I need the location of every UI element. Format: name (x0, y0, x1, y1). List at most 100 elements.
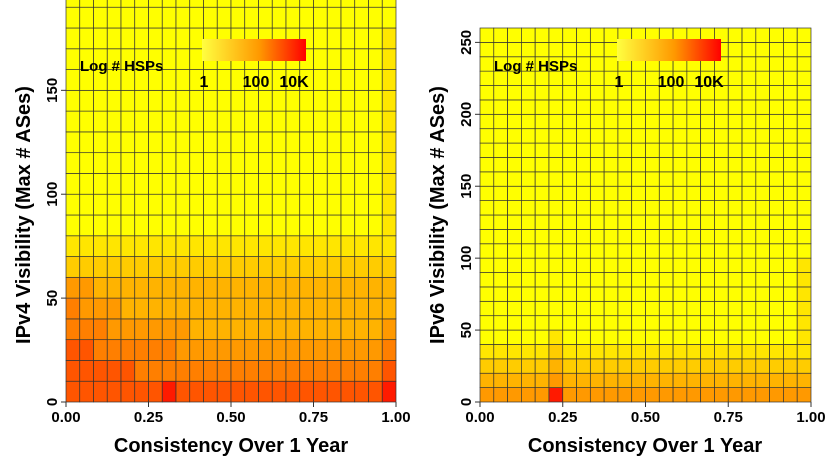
ipv6-heatmap-cell (755, 70, 770, 86)
ipv6-heatmap-cell (672, 200, 688, 216)
ipv6-heatmap-cell (672, 358, 688, 374)
ipv6-heatmap-cell (658, 229, 674, 245)
ipv4-heatmap-cell (230, 360, 246, 382)
ipv4-heatmap-cell (326, 110, 342, 133)
ipv6-heatmap-cell (727, 344, 743, 360)
ipv6-heatmap-cell (479, 185, 495, 201)
ipv6-heatmap-cell (562, 286, 577, 302)
ipv6-heatmap-cell (521, 229, 536, 245)
ipv4-heatmap-cell (285, 0, 301, 8)
ipv4-heatmap-cell (189, 48, 204, 70)
ipv6-heatmap-cell (534, 185, 550, 201)
ipv6-heatmap-cell (507, 157, 522, 173)
ipv6-heatmap-cell (548, 128, 564, 144)
ipv4-x-tick-label: 0.25 (134, 409, 163, 426)
ipv4-heatmap-cell (381, 173, 397, 195)
ipv4-heatmap-cell (93, 27, 108, 50)
ipv6-heatmap-cell (741, 315, 757, 331)
ipv6-y-tick-label: 250 (458, 30, 475, 55)
ipv4-heatmap-cell (285, 173, 301, 195)
ipv4-heatmap-cell (299, 152, 314, 174)
ipv6-heatmap-cell (741, 229, 757, 245)
ipv4-heatmap-cell (258, 276, 273, 299)
ipv6-y-tick-label: 150 (458, 174, 475, 199)
ipv6-heatmap-cell (672, 99, 688, 115)
ipv6-heatmap-cell (645, 315, 660, 331)
ipv4-heatmap-cell (93, 360, 108, 382)
ipv6-heatmap-cell (741, 128, 757, 144)
ipv4-heatmap-cell (65, 152, 81, 174)
ipv4-heatmap-cell (368, 380, 383, 403)
ipv4-heatmap-cell (381, 0, 397, 8)
ipv6-heatmap-cell (631, 243, 646, 259)
ipv6-heatmap-cell (741, 243, 757, 259)
ipv6-heatmap-cell (755, 387, 770, 403)
ipv4-heatmap-cell (106, 131, 122, 154)
ipv4-heatmap-cell (203, 131, 218, 154)
ipv6-heatmap-cell (700, 128, 715, 144)
ipv6-heatmap-cell (755, 214, 770, 230)
ipv4-heatmap-cell (65, 380, 81, 403)
ipv4-legend-title: Log # HSPs (80, 58, 163, 75)
ipv6-heatmap-cell (796, 372, 812, 388)
ipv6-legend-title: Log # HSPs (494, 58, 577, 75)
ipv6-heatmap-cell (769, 329, 784, 345)
ipv4-heatmap-cell (189, 27, 204, 50)
ipv4-axes: 0.00 0.25 0.50 0.75 1.00 0 50 100 150 (44, 78, 411, 426)
ipv6-heatmap-cell (769, 113, 784, 130)
ipv6-heatmap-cell (631, 372, 646, 388)
ipv4-heatmap-cell (65, 235, 81, 257)
ipv6-heatmap-cell (658, 257, 674, 273)
ipv6-heatmap-cell (727, 243, 743, 259)
ipv6-heatmap-cell (727, 200, 743, 216)
ipv4-heatmap-cell (134, 380, 149, 403)
ipv4-heatmap-cell (189, 110, 204, 133)
ipv4-heatmap-cell (175, 193, 191, 216)
ipv6-heatmap-cell (672, 257, 688, 273)
ipv6-legend-label-1: 1 (615, 74, 624, 91)
ipv6-heatmap-cell (617, 200, 633, 216)
ipv6-heatmap-cell (769, 214, 784, 230)
ipv6-heatmap-cell (783, 113, 798, 130)
ipv6-heatmap-cell (631, 387, 646, 403)
ipv4-heatmap-cell (216, 173, 232, 195)
ipv6-heatmap-cell (700, 272, 715, 288)
ipv6-heatmap-cell (631, 185, 646, 201)
ipv6-heatmap-cell (658, 372, 674, 388)
ipv4-heatmap-cell (381, 256, 397, 278)
ipv6-heatmap-cell (507, 372, 522, 388)
ipv6-heatmap-cell (769, 185, 784, 201)
ipv6-heatmap-cell (548, 113, 564, 130)
ipv6-heatmap-cell (534, 243, 550, 259)
ipv4-heatmap-cell (244, 110, 259, 133)
ipv6-heatmap-cell (686, 372, 702, 388)
ipv4-heatmap-cell (106, 339, 122, 361)
ipv4-heatmap-cell (134, 89, 149, 112)
ipv4-heatmap-cell (340, 256, 356, 278)
ipv6-heatmap-cell (714, 99, 729, 115)
ipv4-heatmap-cell (65, 173, 81, 195)
ipv4-heatmap-cell (271, 89, 287, 112)
ipv6-heatmap-cell (741, 171, 757, 187)
ipv4-heatmap-cell (285, 360, 301, 382)
ipv6-heatmap-cell (562, 257, 577, 273)
ipv4-heatmap-cell (244, 235, 259, 257)
ipv4-heatmap-cell (230, 152, 246, 174)
ipv4-heatmap-cell (148, 89, 163, 112)
ipv4-heatmap-cell (285, 276, 301, 299)
ipv6-heatmap-cell (548, 243, 564, 259)
ipv6-heatmap-cell (507, 358, 522, 374)
ipv4-heatmap-cell (203, 360, 218, 382)
ipv4-heatmap-cell (203, 276, 218, 299)
ipv4-heatmap-cell (175, 318, 191, 341)
ipv6-heatmap-cell (521, 286, 536, 302)
ipv6-heatmap-cell (479, 387, 495, 403)
ipv6-heatmap-cell (755, 85, 770, 101)
ipv6-heatmap-cell (645, 243, 660, 259)
ipv4-heatmap-cell (93, 89, 108, 112)
ipv4-heatmap-cell (340, 360, 356, 382)
ipv6-heatmap-cell (631, 99, 646, 115)
ipv4-heatmap-cell (354, 27, 369, 50)
ipv6-heatmap-cell (603, 229, 619, 245)
ipv6-heatmap-cell (576, 171, 591, 187)
